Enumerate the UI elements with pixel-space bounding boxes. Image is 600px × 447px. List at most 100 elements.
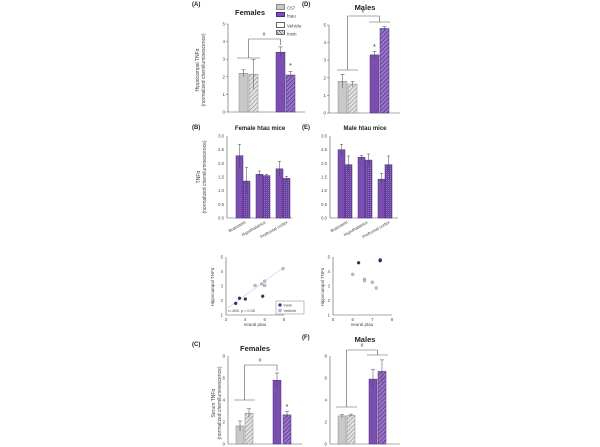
correlation-stat: r=.800, p < 0.05 (228, 309, 255, 313)
svg-text:6: 6 (222, 376, 225, 381)
legend-item-htau: htau (276, 11, 302, 20)
svg-text:4: 4 (324, 398, 327, 403)
panel-c-title: Females (239, 344, 271, 353)
svg-text:2: 2 (328, 298, 331, 303)
sig-marker-f: # (361, 343, 364, 349)
x-axis-label-scatter-f: neural ptau (244, 322, 267, 327)
svg-text:1: 1 (323, 93, 326, 98)
svg-text:5: 5 (221, 255, 224, 260)
panel-f-title: Males (354, 335, 376, 344)
star-marker-c: * (286, 404, 289, 411)
svg-text:5: 5 (222, 22, 225, 27)
svg-text:4: 4 (323, 40, 326, 45)
svg-text:2.0: 2.0 (321, 161, 327, 166)
bar-chart-f: 0 2 4 6 8 # (324, 343, 400, 447)
bar-chart-b: TNFα (normalized chemiluminescence) 0.0 0… (196, 134, 292, 239)
svg-text:6: 6 (352, 317, 355, 322)
svg-text:8: 8 (391, 317, 394, 322)
svg-text:0.5: 0.5 (218, 202, 224, 207)
svg-text:2: 2 (323, 75, 326, 80)
y-axis-label-c: Serum TNFα (211, 389, 217, 418)
svg-text:0.5: 0.5 (321, 202, 327, 207)
star-marker-d: * (373, 44, 376, 51)
svg-text:1.5: 1.5 (218, 175, 224, 180)
svg-text:2: 2 (324, 420, 327, 425)
svg-text:5: 5 (323, 23, 326, 28)
svg-text:1: 1 (221, 313, 224, 318)
legend: C57 htau Vehicle Insin (276, 4, 302, 37)
y-axis-label-b: TNFα (196, 171, 202, 184)
svg-text:2: 2 (221, 298, 224, 303)
legend-item-vehicle: Vehicle (276, 22, 302, 30)
svg-text:3: 3 (323, 58, 326, 63)
svg-text:1: 1 (222, 92, 225, 97)
panel-f-label: (F) (302, 335, 310, 341)
svg-text:0: 0 (323, 111, 326, 116)
svg-text:5: 5 (328, 255, 331, 260)
svg-text:1.0: 1.0 (218, 188, 224, 193)
panel-c-label: (C) (192, 342, 201, 348)
svg-text:0.0: 0.0 (321, 216, 327, 221)
svg-text:3.0: 3.0 (321, 134, 327, 139)
svg-text:2: 2 (222, 420, 225, 425)
svg-text:3.0: 3.0 (218, 134, 224, 139)
x-axis-label-scatter-m: neural ptau (351, 322, 374, 327)
panel-a: (A) Females Hippocampal TNFα (normalized… (190, 0, 310, 120)
bar-chart-a: Hippocampal TNFα (normalized chemilumine… (195, 22, 305, 115)
svg-text:3: 3 (328, 284, 331, 289)
y-axis-label-a: Hippocampal TNFα (195, 48, 201, 91)
sig-marker-c: # (259, 358, 262, 364)
scatter-legend-insin: Insin (284, 303, 292, 308)
svg-text:3: 3 (222, 57, 225, 62)
scatter-legend (275, 300, 305, 315)
svg-text:2: 2 (222, 74, 225, 79)
svg-text:8: 8 (283, 317, 286, 322)
svg-text:4: 4 (222, 398, 225, 403)
panel-e-title: Male htau mice (343, 126, 387, 132)
panel-b-title: Female htau mice (234, 126, 286, 132)
legend-item-insin: Insin (276, 29, 302, 38)
scatter-males: Hippocampal TNFα 1 2 3 4 5 5 6 7 8 neural ptau (300, 245, 410, 330)
svg-text:5: 5 (332, 317, 335, 322)
svg-text:4: 4 (328, 269, 331, 274)
svg-text:0: 0 (324, 442, 327, 447)
svg-text:4: 4 (221, 269, 224, 274)
svg-text:8: 8 (222, 354, 225, 359)
panel-d: (D) Males 0 1 2 3 4 5 # * (300, 0, 410, 120)
bar-chart-c: Serum TNFα (normalized chemiluminescence… (211, 354, 302, 447)
bar-chart-e: 0.00.51.0 1.52.02.53.0 Brainstem Hypotha… (321, 134, 398, 239)
y-axis-label-scatter-f: Hippocampal TNFα (210, 267, 215, 306)
svg-text:4: 4 (222, 39, 225, 44)
svg-text:0.0: 0.0 (218, 216, 224, 221)
svg-text:3: 3 (221, 284, 224, 289)
sig-marker-a: # (263, 32, 266, 38)
svg-text:2.5: 2.5 (321, 147, 327, 152)
panel-d-label: (D) (302, 2, 311, 8)
svg-text:7: 7 (371, 317, 374, 322)
panel-d-title: Males (354, 3, 376, 12)
star-marker-a: * (289, 63, 292, 70)
panel-b: (B) Female htau mice TNFα (normalized ch… (190, 120, 300, 245)
y-axis-label-scatter-m: Hippocampal TNFα (320, 267, 325, 306)
panel-b-label: (B) (192, 125, 201, 131)
bar-chart-d: 0 1 2 3 4 5 # * (323, 9, 400, 116)
panel-e: (E) Male htau mice 0.0 0.5 1.0 1.5 2.0 2.5 3.… (300, 120, 410, 245)
y-axis-sublabel-c: (normalized chemiluminescence) (217, 366, 223, 439)
svg-text:1.0: 1.0 (321, 188, 327, 193)
svg-text:2.0: 2.0 (218, 161, 224, 166)
scatter-chart-males: Hippocampal TNFα 1 2 3 4 5 5 6 7 8 neural ptau (320, 255, 394, 328)
svg-text:6: 6 (264, 317, 267, 322)
svg-text:4: 4 (244, 317, 247, 322)
y-axis-sublabel-a: (normalized chemiluminescence) (201, 33, 207, 106)
svg-text:2: 2 (225, 317, 228, 322)
svg-text:8: 8 (324, 354, 327, 359)
trendline (227, 266, 285, 309)
panel-e-label: (E) (302, 125, 310, 131)
panel-f: (F) Males 0 2 4 6 8 # (300, 330, 410, 447)
y-axis-sublabel-b: (normalized chemiluminescence) (202, 140, 208, 213)
panel-c: (C) Females Serum TNFα (normalized chemi… (190, 330, 310, 447)
svg-text:1: 1 (328, 313, 331, 318)
sig-marker-d: # (362, 9, 365, 15)
svg-text:1.5: 1.5 (321, 175, 327, 180)
